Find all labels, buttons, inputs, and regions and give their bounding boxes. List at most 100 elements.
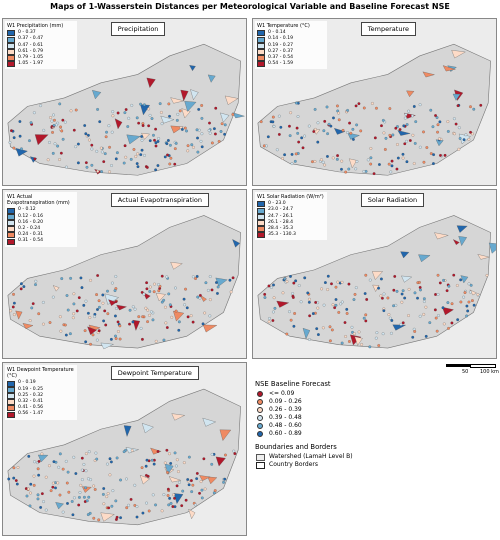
gauge-point [51, 481, 55, 485]
gauge-point [360, 343, 364, 346]
gauge-point [168, 496, 172, 500]
map-panel: W1 Solar Radiation (W/m²) 0 - 23.0 23.0 - … [252, 189, 497, 359]
gauge-point [135, 505, 139, 508]
gauge-point [321, 326, 325, 330]
gauge-point [96, 274, 100, 277]
gauge-point [259, 120, 263, 124]
gauge-point [271, 120, 275, 124]
gauge-point [208, 121, 211, 125]
gauge-point [65, 165, 68, 169]
gauge-point [424, 334, 428, 338]
gauge-point [84, 340, 88, 344]
gauge-point [472, 107, 476, 111]
gauge-point [156, 164, 160, 167]
gauge-point [133, 503, 137, 507]
gauge-point [53, 142, 57, 146]
gauge-point [296, 131, 300, 135]
gauge-point [40, 452, 44, 456]
gauge-point [327, 122, 331, 126]
gauge-point [299, 300, 303, 304]
scale-segment [446, 364, 470, 367]
watershed [207, 476, 218, 485]
gauge-point [333, 306, 337, 310]
watershed [452, 93, 461, 101]
gauge-point [129, 497, 133, 501]
gauge-point [56, 481, 60, 485]
gauge-point [36, 493, 40, 497]
gauge-point [145, 501, 148, 505]
gauge-point [435, 329, 439, 333]
gauge-point [42, 500, 45, 503]
gauge-point [203, 487, 207, 491]
gauge-point [160, 274, 164, 278]
gauge-point [212, 127, 216, 131]
gauge-point [72, 292, 76, 296]
gauge-point [419, 288, 422, 292]
gauge-point [48, 141, 51, 144]
legend-label: 0.48 - 0.60 [269, 422, 302, 429]
gauge-point [61, 467, 65, 471]
gauge-point [263, 296, 267, 299]
scale-label: 50 [462, 369, 469, 375]
gauge-point [320, 158, 323, 162]
gauge-point [434, 293, 437, 296]
gauge-point [86, 513, 90, 517]
gauge-point [110, 504, 114, 508]
legend-swatch [257, 207, 265, 214]
gauge-point [485, 274, 489, 277]
gauge-point [214, 106, 218, 110]
gauge-point [101, 301, 105, 305]
gauge-point [142, 103, 146, 107]
gauge-point [362, 106, 366, 110]
gauge-point [12, 292, 15, 296]
legend-label: 0.24 - 0.31 [18, 232, 44, 238]
gauge-point [40, 492, 44, 496]
study-region [257, 215, 491, 349]
watershed [392, 324, 407, 331]
gauge-point [220, 122, 224, 126]
gauge-point [422, 312, 426, 316]
gauge-point [400, 300, 404, 304]
gauge-point [173, 451, 177, 455]
watershed [224, 95, 239, 105]
gauge-point [450, 321, 454, 325]
gauge-point [279, 125, 283, 129]
map-legend: NSE Baseline Forecast <= 0.09 0.09 - 0.26 0… [255, 378, 353, 469]
watershed [123, 425, 132, 437]
gauge-point [350, 325, 354, 329]
panel-legend: W1 Precipitation (mm) 0 - 0.37 0.37 - 0.47… [5, 21, 77, 70]
gauge-point [189, 479, 193, 483]
gauge-point [154, 168, 158, 172]
gauge-point [157, 283, 160, 286]
gauge-point [79, 483, 83, 487]
legend-item: 0.25 - 0.32 [7, 393, 75, 399]
gauge-point [191, 275, 195, 279]
gauge-point [114, 275, 118, 278]
gauge-point [29, 121, 33, 125]
gauge-point [162, 298, 166, 302]
legend-label: 0.54 - 1.59 [268, 61, 294, 67]
gauge-point [405, 139, 408, 143]
gauge-point [429, 152, 433, 155]
watershed [52, 285, 60, 292]
gauge-point [404, 113, 408, 116]
map [7, 43, 245, 176]
legend-label: 0 - 23.0 [268, 201, 286, 207]
gauge-point [330, 328, 334, 332]
gauge-point [50, 119, 54, 123]
gauge-point [393, 274, 397, 278]
gauge-point [51, 295, 55, 299]
gauge-point [75, 309, 79, 313]
watershed [34, 134, 49, 146]
gauge-point [380, 277, 383, 281]
watershed [150, 447, 162, 455]
gauge-point [447, 284, 451, 288]
legend-label: 0.37 - 0.54 [268, 55, 294, 61]
gauge-point [293, 312, 297, 315]
gauge-point [369, 147, 373, 150]
gauge-point [80, 456, 84, 460]
gauge-point [178, 109, 182, 113]
gauge-point [141, 124, 145, 127]
watershed [442, 65, 456, 72]
gauge-point [436, 130, 439, 134]
